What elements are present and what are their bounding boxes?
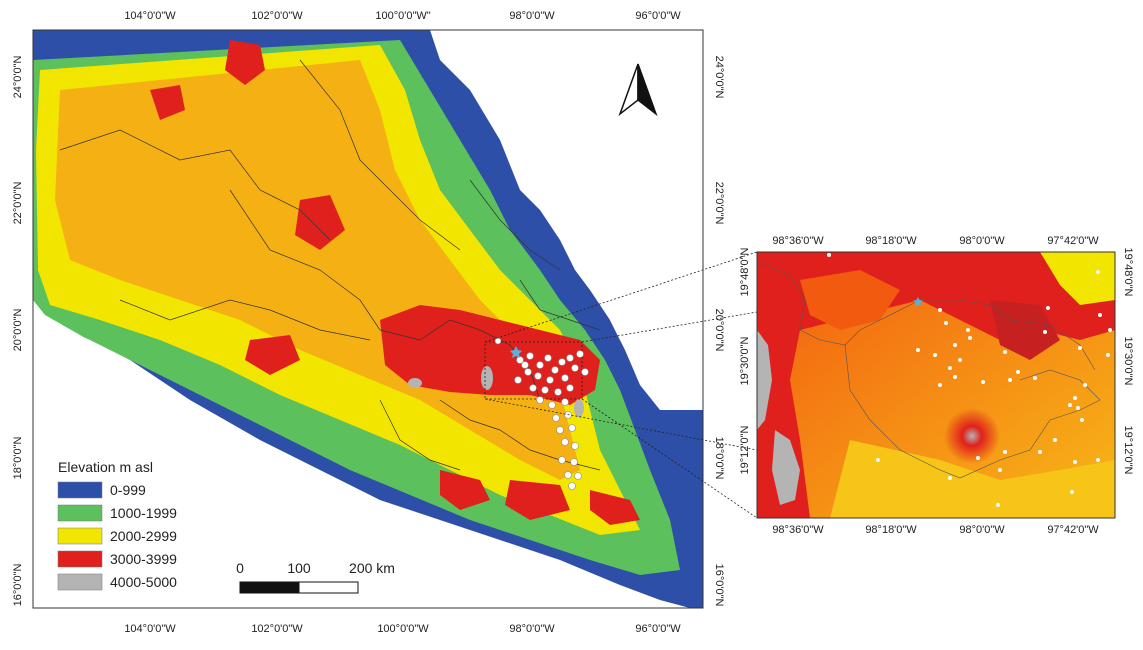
- tick-label: 97°42'0"W: [1047, 235, 1099, 247]
- legend-item: 1000-1999: [57, 504, 177, 522]
- tick-label: 19°48'0"N: [739, 247, 751, 296]
- sample-points: [494, 337, 589, 490]
- tick-label: 97°42'0"W: [1047, 524, 1099, 536]
- tick-label: 100°0'0"W: [377, 623, 429, 635]
- star-marker-icon: [510, 346, 522, 358]
- tick-label: 102°0'0"W: [251, 10, 303, 22]
- inset-right-ticks: 19°48'0"N 19°30'0"N 19°12'0"N: [1122, 248, 1134, 475]
- tick-label: 100°0'0"W": [375, 10, 430, 22]
- inset-left-ticks: 19°48'0"N 19°30'0"N 19°12'0"N: [739, 247, 751, 474]
- tick-label: 102°0'0"W: [251, 623, 303, 635]
- legend-label: 3000-3999: [110, 551, 177, 567]
- tick-label: 16°0'0"N: [713, 564, 725, 607]
- tick-label: 24°0'0"N: [12, 56, 24, 99]
- tick-label: 20°0'0"N: [12, 309, 24, 352]
- inset-top-ticks: 98°36'0"W 98°18'0"W 98°0'0"W 97°42'0"W: [772, 235, 1099, 247]
- legend-item: 2000-2999: [57, 527, 177, 545]
- legend-label: 1000-1999: [110, 505, 177, 521]
- inset-sample-points: [827, 253, 1112, 507]
- tick-label: 24°0'0"N: [713, 56, 725, 99]
- tick-label: 98°18'0"W: [865, 524, 917, 536]
- scale-label: 200 km: [349, 560, 395, 576]
- tick-label: 19°12'0"N: [1122, 426, 1134, 475]
- inset-connectors: [484, 251, 758, 519]
- tick-label: 96°0'0"W: [635, 10, 681, 22]
- tick-label: 98°0'0"W: [959, 524, 1005, 536]
- tick-label: 98°18'0"W: [865, 235, 917, 247]
- scale-label: 0: [236, 560, 244, 576]
- tick-label: 104°0'0"W: [124, 623, 176, 635]
- tick-label: 98°0'0"W: [959, 235, 1005, 247]
- main-map: [33, 30, 703, 608]
- tick-label: 98°0'0"W: [509, 623, 555, 635]
- legend-swatch: [57, 481, 103, 499]
- main-map-bottom-ticks: 104°0'0"W 102°0'0"W 100°0'0"W 98°0'0"W 9…: [124, 623, 681, 635]
- tick-label: 98°0'0"W: [509, 10, 555, 22]
- tick-label: 22°0'0"N: [12, 182, 24, 225]
- tick-label: 96°0'0"W: [635, 623, 681, 635]
- legend-item: 0-999: [57, 481, 146, 499]
- star-marker-icon: [913, 297, 923, 307]
- tick-label: 19°48'0"N: [1122, 248, 1134, 297]
- tick-label: 19°30'0"N: [739, 336, 751, 385]
- tick-label: 19°30'0"N: [1122, 337, 1134, 386]
- tick-label: 19°12'0"N: [739, 425, 751, 474]
- tick-label: 16°0'0"N: [12, 564, 24, 607]
- main-map-top-ticks: 104°0'0"W 102°0'0"W 100°0'0"W" 98°0'0"W …: [124, 10, 681, 22]
- main-map-right-ticks: 24°0'0"N 22°0'0"N 20°0'0"N 18°0'0"N 16°0…: [713, 56, 725, 607]
- inset-map: [757, 252, 1115, 518]
- tick-label: 22°0'0"N: [713, 182, 725, 225]
- legend-swatch: [57, 504, 103, 522]
- inset-bottom-ticks: 98°36'0"W 98°18'0"W 98°0'0"W 97°42'0"W: [772, 524, 1099, 536]
- legend-item: 3000-3999: [57, 550, 177, 568]
- tick-label: 98°36'0"W: [772, 524, 824, 536]
- legend-swatch: [57, 550, 103, 568]
- tick-label: 104°0'0"W: [124, 10, 176, 22]
- tick-label: 20°0'0"N: [713, 309, 725, 352]
- legend: Elevation m asl 0-999 1000-1999 2000-299…: [57, 459, 177, 591]
- legend-title: Elevation m asl: [58, 459, 153, 475]
- legend-label: 2000-2999: [110, 528, 177, 544]
- legend-label: 4000-5000: [110, 574, 177, 590]
- tick-label: 18°0'0"N: [12, 437, 24, 480]
- legend-label: 0-999: [110, 482, 146, 498]
- legend-swatch: [57, 527, 103, 545]
- tick-label: 98°36'0"W: [772, 235, 824, 247]
- north-arrow-icon: [618, 63, 658, 117]
- scale-label: 100: [287, 560, 311, 576]
- tick-label: 18°0'0"N: [713, 437, 725, 480]
- legend-item: 4000-5000: [57, 573, 177, 591]
- state-boundaries: [59, 59, 601, 471]
- scale-bar: 0 100 200 km: [236, 560, 395, 594]
- legend-swatch: [57, 573, 103, 591]
- main-map-left-ticks: 24°0'0"N 22°0'0"N 20°0'0"N 18°0'0"N 16°0…: [12, 56, 24, 607]
